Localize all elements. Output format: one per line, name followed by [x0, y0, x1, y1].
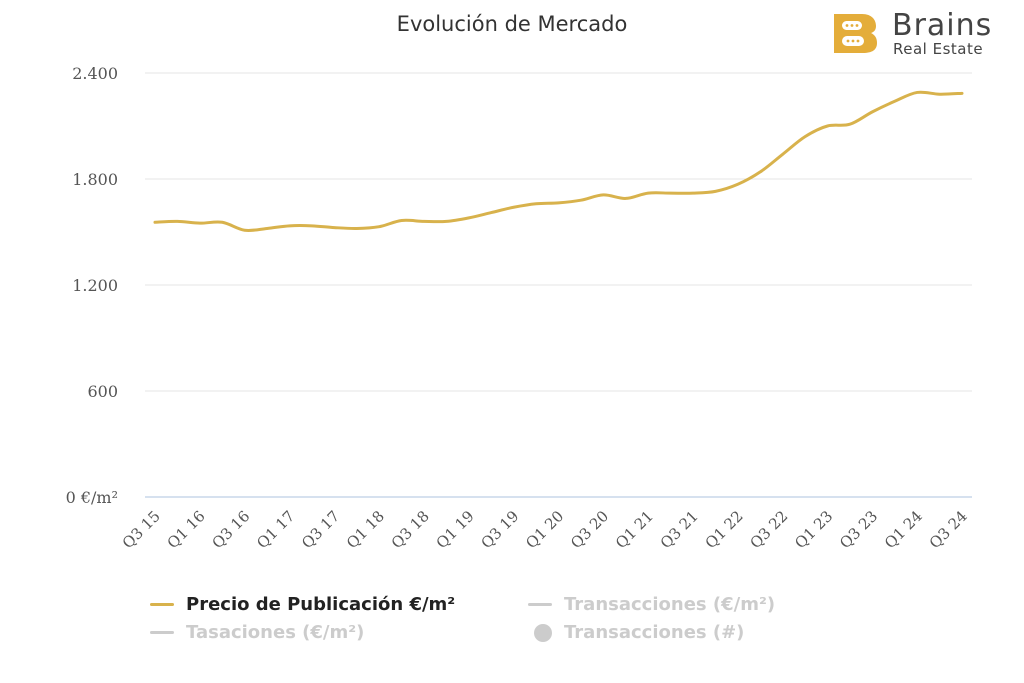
x-tick-label: Q1 22 [702, 507, 747, 552]
x-tick-label: Q3 15 [119, 507, 164, 552]
y-tick-label: 600 [87, 382, 118, 401]
legend-label: Transacciones (#) [564, 622, 745, 643]
data-point[interactable] [149, 216, 161, 228]
data-point[interactable] [597, 189, 609, 201]
data-point[interactable] [328, 222, 340, 234]
x-tick-label: Q3 23 [836, 507, 881, 552]
legend-label: Transacciones (€/m²) [564, 594, 776, 615]
data-point[interactable] [844, 118, 856, 130]
data-point[interactable] [194, 217, 206, 229]
x-tick-label: Q1 23 [791, 507, 836, 552]
x-tick-label: Q3 17 [298, 507, 343, 552]
data-point[interactable] [732, 178, 744, 190]
data-point[interactable] [418, 215, 430, 227]
data-point[interactable] [911, 86, 923, 98]
data-point[interactable] [553, 197, 565, 209]
data-point[interactable] [866, 106, 878, 118]
data-point[interactable] [306, 220, 318, 232]
x-tick-label: Q1 21 [612, 507, 657, 552]
data-point[interactable] [642, 187, 654, 199]
y-tick-label: 2.400 [72, 64, 118, 83]
x-tick-label: Q3 19 [477, 507, 522, 552]
data-point[interactable] [239, 224, 251, 236]
legend-line-icon [150, 603, 174, 606]
data-point[interactable] [284, 220, 296, 232]
gridlines [145, 72, 972, 498]
data-point[interactable] [620, 192, 632, 204]
x-tick-label: Q3 21 [657, 507, 702, 552]
x-tick-label: Q3 22 [746, 507, 791, 552]
data-point[interactable] [171, 215, 183, 227]
x-tick-label: Q1 17 [253, 507, 298, 552]
series-line-precio-publicacion[interactable] [153, 90, 964, 232]
series-layer [149, 86, 968, 236]
data-point[interactable] [530, 198, 542, 210]
x-tick-label: Q1 20 [522, 507, 567, 552]
y-axis-ticks: 0 €/m² 600 1.200 1.800 2.400 [66, 64, 118, 507]
y-tick-label: 0 €/m² [66, 488, 118, 507]
chart-title: Evolución de Mercado [396, 12, 628, 36]
data-point[interactable] [777, 148, 789, 160]
brand-logo-icon [834, 14, 877, 53]
data-point[interactable] [485, 207, 497, 219]
x-tick-label: Q3 20 [567, 507, 612, 552]
data-point[interactable] [373, 221, 385, 233]
data-point[interactable] [575, 194, 587, 206]
data-point[interactable] [351, 222, 363, 234]
legend-item-precio-publicacion[interactable]: Precio de Publicación €/m² [150, 594, 455, 615]
x-tick-label: Q3 18 [388, 507, 433, 552]
legend-label: Tasaciones (€/m²) [186, 622, 365, 643]
legend-label: Precio de Publicación €/m² [186, 594, 456, 615]
legend-item-tasaciones[interactable]: Tasaciones (€/m²) [150, 622, 364, 643]
brand-name: Brains [892, 8, 993, 43]
data-point[interactable] [754, 166, 766, 178]
chart-legend: Precio de Publicación €/m² Transacciones… [150, 594, 850, 654]
brand-logo: Brains Real Estate [830, 8, 1020, 60]
data-point[interactable] [822, 120, 834, 132]
data-point[interactable] [799, 131, 811, 143]
legend-item-transacciones-count[interactable]: Transacciones (#) [531, 622, 744, 643]
x-axis-ticks: Q3 15 Q1 16 Q3 16 Q1 17 Q3 17 Q1 18 Q3 18 Q1 19… [119, 507, 971, 552]
legend-line-icon [528, 603, 552, 606]
legend-line-icon [150, 631, 174, 634]
data-point[interactable] [934, 88, 946, 100]
data-point[interactable] [956, 87, 968, 99]
x-tick-label: Q1 24 [881, 507, 926, 552]
x-tick-label: Q3 24 [926, 507, 971, 552]
data-point[interactable] [508, 201, 520, 213]
data-point[interactable] [261, 222, 273, 234]
data-point[interactable] [216, 216, 228, 228]
x-tick-label: Q3 16 [208, 507, 253, 552]
y-tick-label: 1.200 [72, 276, 118, 295]
data-point[interactable] [463, 212, 475, 224]
data-point[interactable] [889, 95, 901, 107]
legend-item-transacciones-eur[interactable]: Transacciones (€/m²) [528, 594, 775, 615]
x-tick-label: Q1 18 [343, 507, 388, 552]
data-point[interactable] [396, 215, 408, 227]
brand-subtitle: Real Estate [893, 40, 984, 58]
data-point[interactable] [709, 185, 721, 197]
x-tick-label: Q1 19 [433, 507, 478, 552]
data-point[interactable] [687, 187, 699, 199]
y-tick-label: 1.800 [72, 170, 118, 189]
data-point[interactable] [665, 187, 677, 199]
data-point[interactable] [440, 215, 452, 227]
legend-dot-icon [534, 623, 552, 642]
x-tick-label: Q1 16 [164, 507, 209, 552]
